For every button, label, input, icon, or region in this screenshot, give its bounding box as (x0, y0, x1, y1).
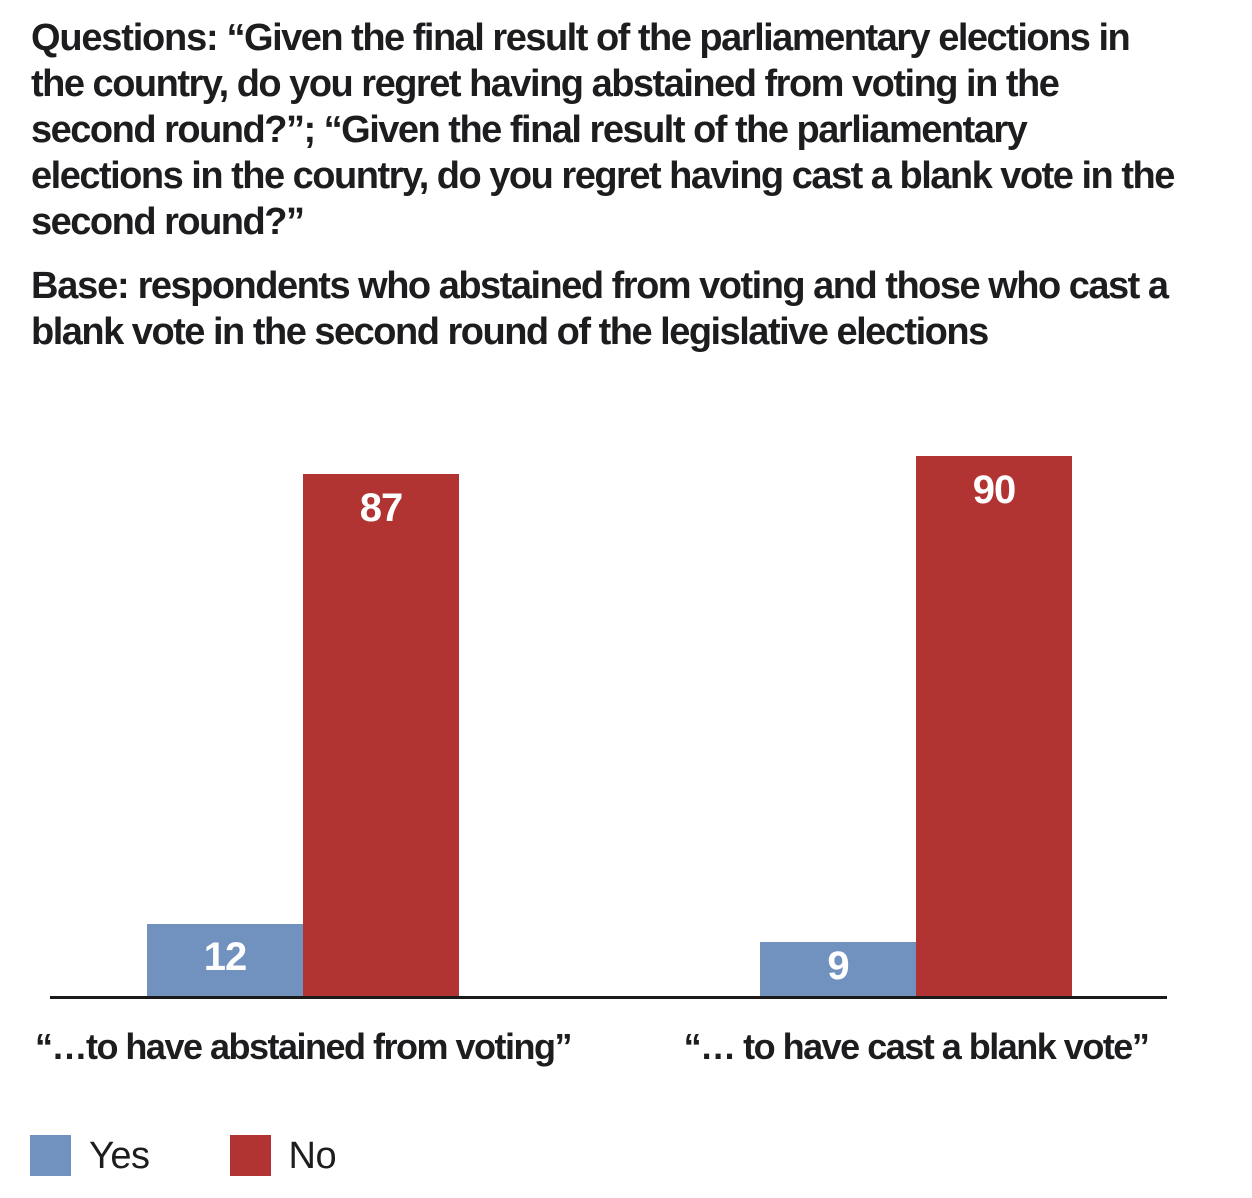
legend-label: No (288, 1134, 337, 1177)
legend-item-yes: Yes (30, 1135, 150, 1176)
legend-item-no: No (229, 1134, 337, 1177)
questions-label: Questions: (31, 17, 219, 59)
bar-yes-group2: 9 (760, 942, 916, 996)
bar-value-label: 90 (972, 468, 1016, 512)
legend-swatch-yes (30, 1135, 71, 1176)
bar-value-label: 87 (359, 486, 403, 530)
base-paragraph: Base: respondents who abstained from vot… (31, 264, 1181, 356)
bar-yes-group1: 12 (147, 924, 303, 996)
base-label: Base: (31, 264, 130, 307)
questions-paragraph: Questions: “Given the final result of th… (31, 16, 1181, 246)
bar-value-label: 9 (827, 944, 849, 988)
category-label-group1: “…to have abstained from voting” (34, 1026, 573, 1067)
bar-no-group2: 90 (916, 456, 1072, 996)
questions-text: “Given the final result of the parliamen… (31, 17, 1175, 243)
legend-swatch-no (229, 1135, 271, 1176)
header-text-block: Questions: “Given the final result of th… (31, 16, 1181, 356)
legend-label: Yes (89, 1134, 150, 1177)
base-text: respondents who abstained from voting an… (31, 264, 1169, 353)
bar-value-label: 12 (203, 935, 247, 979)
bar-no-group1: 87 (303, 474, 459, 996)
chart-legend: Yes No (30, 1134, 337, 1177)
x-axis-line (50, 996, 1167, 999)
category-label-group2: “… to have cast a blank vote” (683, 1026, 1150, 1067)
